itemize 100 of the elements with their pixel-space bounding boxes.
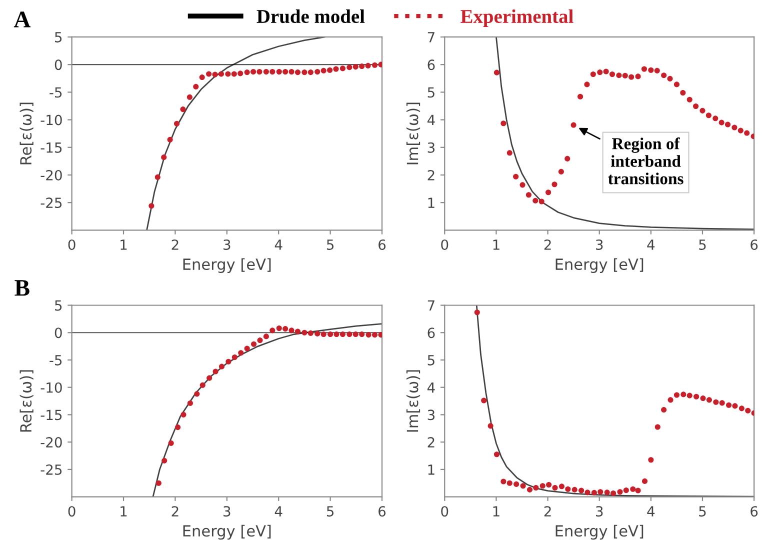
x-tick-label: 2 (544, 239, 551, 250)
annotation: Region of interband transitions (608, 137, 684, 184)
point (538, 198, 544, 204)
point (578, 488, 584, 494)
point (218, 364, 225, 370)
point (635, 74, 641, 80)
point (724, 122, 731, 128)
point (328, 331, 334, 338)
x-tick-label: 3 (596, 239, 603, 250)
x-tick-label: 3 (596, 506, 603, 517)
y-tick-label: 5 (428, 355, 434, 366)
point (726, 402, 732, 408)
point (706, 112, 712, 118)
point (256, 68, 262, 75)
point (513, 174, 519, 180)
point (617, 489, 623, 495)
y-tick-label: 5 (55, 300, 62, 311)
y-tick-label: 4 (427, 114, 435, 126)
point (244, 346, 250, 352)
point (661, 407, 667, 413)
point (294, 328, 301, 334)
y-tick-label: 6 (428, 60, 435, 70)
point (616, 72, 622, 78)
x-tick-label: 3 (224, 239, 230, 250)
x-tick-label: 1 (493, 240, 500, 250)
point (232, 354, 238, 360)
y-tick-label: -5 (50, 355, 62, 366)
point (622, 72, 628, 78)
point (706, 397, 712, 403)
point (584, 490, 590, 496)
point (526, 192, 532, 198)
y-tick-label: 2 (428, 170, 434, 180)
y-tick-label: 3 (428, 410, 435, 420)
y-tick-label: -15 (40, 410, 62, 420)
point (674, 392, 680, 398)
line-series (146, 36, 326, 230)
point (257, 338, 263, 344)
x-tick-label: 2 (172, 239, 178, 250)
x-tick-label: 4 (274, 506, 282, 516)
point (667, 76, 673, 82)
point (604, 490, 610, 496)
y-tick-label: -15 (40, 142, 62, 153)
y-tick-label: 7 (428, 32, 434, 42)
point (308, 330, 314, 336)
point (180, 106, 186, 112)
point (591, 490, 597, 496)
point (340, 66, 346, 72)
x-tick-label: 5 (326, 506, 334, 517)
x-tick-label: 1 (120, 240, 127, 250)
y-tick-label: 0 (54, 328, 62, 338)
point (628, 74, 634, 80)
chart-title: B (14, 280, 30, 296)
point (206, 71, 212, 77)
y-tick-label: -20 (40, 437, 62, 448)
y-axis-title: Im[ε(ω)] (406, 102, 420, 164)
point (738, 128, 744, 134)
point (250, 68, 256, 75)
point (488, 423, 494, 429)
point (700, 396, 706, 402)
y-tick-label: -20 (40, 170, 62, 180)
point (648, 67, 654, 73)
point (263, 334, 269, 340)
point (609, 71, 616, 78)
point (282, 68, 288, 75)
y-axis-title: Re[ε(ω)] (20, 370, 34, 432)
point (302, 70, 308, 76)
point (590, 71, 596, 78)
point (359, 63, 365, 70)
point (712, 116, 718, 122)
point (352, 64, 358, 70)
point (745, 408, 751, 414)
x-tick-label: 4 (274, 240, 282, 250)
point (700, 108, 706, 114)
x-tick-label: 5 (699, 506, 706, 517)
point (200, 382, 206, 388)
point (584, 82, 590, 88)
x-tick-label: 0 (441, 506, 448, 517)
point (686, 392, 692, 398)
point (156, 480, 162, 486)
point (718, 120, 724, 126)
point (212, 72, 218, 78)
legend-label: Experimental (460, 9, 574, 27)
point (603, 68, 609, 74)
point (199, 74, 205, 80)
point (162, 458, 168, 464)
point (500, 478, 506, 484)
y-tick-label: -25 (40, 198, 62, 208)
point (565, 486, 571, 492)
point (532, 198, 538, 204)
point (552, 484, 558, 491)
point (520, 182, 526, 188)
x-tick-label: 5 (326, 240, 334, 250)
point (314, 68, 320, 75)
point (365, 62, 371, 68)
point (694, 394, 700, 400)
y-tick-label: 1 (428, 464, 434, 475)
point (334, 331, 340, 338)
point (732, 124, 738, 130)
point (558, 484, 564, 490)
line-series (152, 323, 382, 497)
